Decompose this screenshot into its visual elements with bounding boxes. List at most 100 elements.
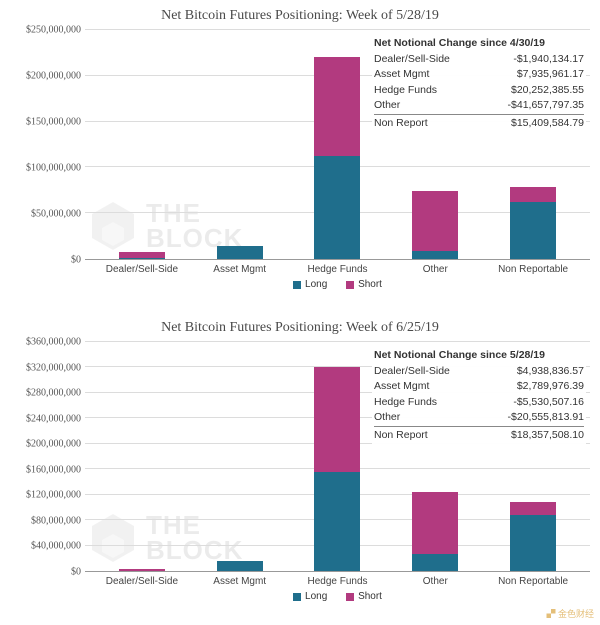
info-box: Net Notional Change since 5/28/19 Dealer… <box>372 346 586 445</box>
y-tick-label: $200,000,000 <box>26 439 81 450</box>
info-rows: Dealer/Sell-Side-$1,940,134.17Asset Mgmt… <box>374 52 584 131</box>
bar-segment-long <box>510 515 556 571</box>
swatch-long <box>293 281 301 289</box>
x-axis: Dealer/Sell-SideAsset MgmtHedge FundsOth… <box>85 572 590 587</box>
x-label: Other <box>386 576 484 587</box>
stacked-bar <box>217 561 263 571</box>
info-row-label: Other <box>374 410 400 425</box>
bar-segment-long <box>412 251 458 259</box>
bar-segment-short <box>119 569 165 571</box>
stacked-bar <box>510 502 556 571</box>
info-row-label: Hedge Funds <box>374 83 437 98</box>
y-tick-label: $80,000,000 <box>31 515 81 526</box>
info-row-label: Non Report <box>374 116 428 131</box>
bar-segment-short <box>314 367 360 472</box>
bar-slot <box>191 30 289 259</box>
info-row-value: $15,409,584.79 <box>511 116 584 131</box>
info-row-value: -$20,555,813.91 <box>508 410 584 425</box>
legend-item-short: Short <box>346 279 382 290</box>
info-row: Other -$41,657,797.35 <box>374 98 584 113</box>
x-label: Asset Mgmt <box>191 264 289 275</box>
y-tick-label: $250,000,000 <box>26 25 81 36</box>
swatch-long <box>293 593 301 601</box>
x-label: Other <box>386 264 484 275</box>
x-label: Dealer/Sell-Side <box>93 264 191 275</box>
info-row: Asset Mgmt $2,789,976.39 <box>374 379 584 394</box>
info-row: Other -$20,555,813.91 <box>374 410 584 425</box>
stacked-bar <box>314 367 360 571</box>
bar-segment-long <box>217 246 263 259</box>
legend-label-long: Long <box>305 591 327 602</box>
stacked-bar <box>119 569 165 571</box>
info-row: Dealer/Sell-Side -$1,940,134.17 <box>374 52 584 67</box>
info-row: Hedge Funds-$5,530,507.16 <box>374 395 584 410</box>
bar-segment-long <box>314 472 360 571</box>
legend-item-long: Long <box>293 279 327 290</box>
stacked-bar <box>412 191 458 259</box>
info-row-label: Hedge Funds <box>374 395 437 410</box>
chart-panel-2: Net Bitcoin Futures Positioning: Week of… <box>0 312 600 624</box>
y-tick-label: $360,000,000 <box>26 337 81 348</box>
x-label: Non Reportable <box>484 576 582 587</box>
info-row-value: $4,938,836.57 <box>517 364 584 379</box>
info-row-label: Non Report <box>374 428 428 443</box>
legend-item-long: Long <box>293 591 327 602</box>
info-title: Net Notional Change since 5/28/19 <box>374 348 584 363</box>
swatch-short <box>346 281 354 289</box>
x-label: Hedge Funds <box>289 264 387 275</box>
x-label: Dealer/Sell-Side <box>93 576 191 587</box>
legend-label-long: Long <box>305 279 327 290</box>
bar-segment-long <box>412 554 458 571</box>
info-title: Net Notional Change since 4/30/19 <box>374 36 584 51</box>
y-tick-label: $50,000,000 <box>31 209 81 220</box>
y-tick-label: $280,000,000 <box>26 388 81 399</box>
legend-item-short: Short <box>346 591 382 602</box>
info-row-value: $7,935,961.17 <box>517 67 584 82</box>
y-tick-label: $0 <box>71 567 81 578</box>
info-row: Dealer/Sell-Side $4,938,836.57 <box>374 364 584 379</box>
bar-segment-short <box>314 57 360 156</box>
legend: Long Short <box>85 587 590 604</box>
info-separator <box>374 426 584 427</box>
info-box: Net Notional Change since 4/30/19 Dealer… <box>372 34 586 133</box>
bar-segment-long <box>510 202 556 259</box>
info-row-value: $20,252,385.55 <box>511 83 584 98</box>
y-tick-label: $150,000,000 <box>26 117 81 128</box>
info-row-value: $2,789,976.39 <box>517 379 584 394</box>
stacked-bar <box>119 252 165 259</box>
info-row-value: $18,357,508.10 <box>511 428 584 443</box>
chart-title: Net Bitcoin Futures Positioning: Week of… <box>10 8 590 24</box>
y-tick-label: $200,000,000 <box>26 71 81 82</box>
y-tick-label: $240,000,000 <box>26 413 81 424</box>
info-row-label: Other <box>374 98 400 113</box>
info-row-label: Dealer/Sell-Side <box>374 52 450 67</box>
info-row-label: Dealer/Sell-Side <box>374 364 450 379</box>
legend-label-short: Short <box>358 279 382 290</box>
bar-slot <box>191 342 289 571</box>
swatch-short <box>346 593 354 601</box>
bar-segment-long <box>119 258 165 259</box>
info-row: Asset Mgmt $7,935,961.17 <box>374 67 584 82</box>
y-tick-label: $160,000,000 <box>26 464 81 475</box>
x-axis: Dealer/Sell-SideAsset MgmtHedge FundsOth… <box>85 260 590 275</box>
info-row-label: Asset Mgmt <box>374 67 429 82</box>
stacked-bar <box>314 57 360 259</box>
y-axis: $0$40,000,000$80,000,000$120,000,000$160… <box>10 342 85 572</box>
x-label: Asset Mgmt <box>191 576 289 587</box>
y-tick-label: $320,000,000 <box>26 362 81 373</box>
info-separator <box>374 114 584 115</box>
info-row-value: -$1,940,134.17 <box>513 52 584 67</box>
info-rows: Dealer/Sell-Side $4,938,836.57 Asset Mgmt $… <box>374 364 584 443</box>
legend-label-short: Short <box>358 591 382 602</box>
y-tick-label: $0 <box>71 255 81 266</box>
bar-segment-short <box>412 492 458 555</box>
bar-segment-long <box>217 561 263 571</box>
info-row-label: Asset Mgmt <box>374 379 429 394</box>
bar-slot <box>93 30 191 259</box>
stacked-bar <box>217 246 263 259</box>
bar-slot <box>93 342 191 571</box>
info-row-value: -$41,657,797.35 <box>508 98 584 113</box>
info-row: Non Report $18,357,508.10 <box>374 428 584 443</box>
y-axis: $0$50,000,000$100,000,000$150,000,000$20… <box>10 30 85 260</box>
bar-segment-long <box>314 156 360 259</box>
